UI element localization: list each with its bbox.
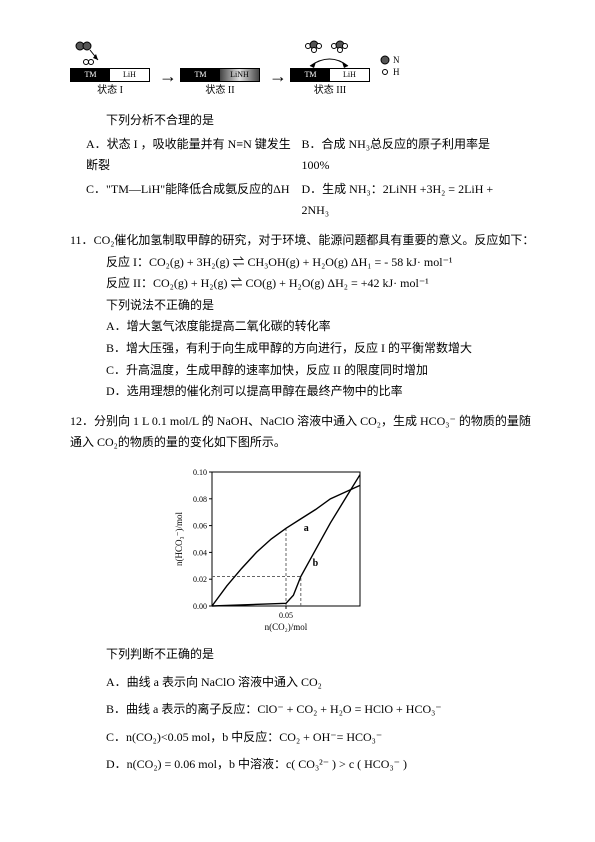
svg-text:b: b: [313, 558, 319, 569]
svg-text:0.00: 0.00: [193, 602, 207, 611]
q12-stem: 下列判断不正确的是: [106, 644, 535, 666]
molecules-state-2: [180, 40, 258, 68]
q12-option-b: B．曲线 a 表示的离子反应：ClO⁻ + CO₂ + H₂O = HClO +…: [106, 699, 535, 721]
q11-stem: 下列说法不正确的是: [106, 295, 535, 317]
bar-tm-label: TM: [71, 69, 110, 81]
q11-title: 11．CO₂催化加氢制取甲醇的研究，对于环境、能源问题都具有重要的意义。反应如下…: [70, 230, 535, 252]
svg-text:n(CO₂)/mol: n(CO₂)/mol: [265, 622, 308, 632]
svg-text:0.02: 0.02: [193, 575, 207, 584]
svg-text:0.06: 0.06: [193, 522, 207, 531]
arrow-1: →: [159, 40, 177, 92]
arrow-2: →: [269, 40, 287, 92]
q12-option-a: A．曲线 a 表示向 NaClO 溶液中通入 CO₂: [106, 672, 535, 694]
bar-lih-label: LiH: [110, 69, 149, 81]
molecules-state-1: [70, 40, 148, 68]
q12-number: 12．: [70, 414, 94, 428]
legend-n: N: [393, 55, 400, 65]
q11-number: 11．: [70, 233, 94, 247]
bar-state-2: TM LiNH: [180, 68, 260, 82]
q11-option-b: B．增大压强，有利于向生成甲醇的方向进行，反应 I 的平衡常数增大: [106, 338, 535, 360]
q11-rxn2: 反应 II：CO₂(g) + H₂(g) ⇌ CO(g) + H₂O(g) ΔH…: [106, 273, 535, 295]
bar-tm-label-2: TM: [181, 69, 220, 81]
q12-option-c: C．n(CO₂)<0.05 mol，b 中反应：CO₂ + OH⁻= HCO₃⁻: [106, 727, 535, 749]
bar-state-1: TM LiH: [70, 68, 150, 82]
svg-text:0.04: 0.04: [193, 548, 207, 557]
q10-stem: 下列分析不合理的是: [106, 110, 535, 132]
q11-option-d: D．选用理想的催化剂可以提高甲醇在最终产物中的比率: [106, 381, 535, 403]
q10-option-d: D．生成 NH₃：2LiNH +3H₂ = 2LiH + 2NH₃: [302, 179, 518, 222]
state-1: TM LiH 状态 I: [70, 40, 150, 100]
svg-text:a: a: [304, 523, 309, 534]
q11-rxn1: 反应 I：CO₂(g) + 3H₂(g) ⇌ CH₃OH(g) + H₂O(g)…: [106, 252, 535, 274]
state-2: TM LiNH 状态 II: [180, 40, 260, 100]
q10-option-a: A．状态 I ，吸收能量并有 N≡N 键发生断裂: [86, 134, 302, 177]
q12-chart: 0.00 0.02 0.04 0.06 0.08 0.10 0.05 a b n(CO₂)/mol…: [170, 464, 535, 634]
q10-diagram: TM LiH 状态 I → TM LiNH 状态 II → TM LiH 状态 …: [70, 40, 535, 100]
q10-option-b: B．合成 NH₃总反应的原子利用率是 100%: [302, 134, 518, 177]
legend-h: H: [393, 67, 400, 77]
svg-text:0.10: 0.10: [193, 468, 207, 477]
bar-state-3: TM LiH: [290, 68, 370, 82]
q12-title: 12．分别向 1 L 0.1 mol/L 的 NaOH、NaClO 溶液中通入 …: [70, 411, 535, 454]
svg-text:0.05: 0.05: [279, 611, 293, 620]
svg-text:n(HCO₃⁻)/mol: n(HCO₃⁻)/mol: [174, 511, 184, 565]
state-2-label: 状态 II: [180, 82, 260, 100]
state-1-label: 状态 I: [70, 82, 150, 100]
diagram-legend: N H: [379, 40, 415, 80]
molecules-state-3: [290, 40, 368, 68]
bar-lih-label-3: LiH: [330, 69, 369, 81]
q11-option-a: A．增大氢气浓度能提高二氧化碳的转化率: [106, 316, 535, 338]
q10-option-c: C．"TM—LiH"能降低合成氨反应的ΔH: [86, 179, 302, 222]
svg-text:0.08: 0.08: [193, 495, 207, 504]
bar-tm-label-3: TM: [291, 69, 330, 81]
q12-option-d: D．n(CO₂) = 0.06 mol，b 中溶液：c( CO₃²⁻ ) > c…: [106, 754, 535, 776]
bar-linh-label: LiNH: [220, 69, 259, 81]
state-3: TM LiH 状态 III: [290, 40, 370, 100]
state-3-label: 状态 III: [290, 82, 370, 100]
q11-option-c: C．升高温度，生成甲醇的速率加快，反应 II 的限度同时增加: [106, 360, 535, 382]
